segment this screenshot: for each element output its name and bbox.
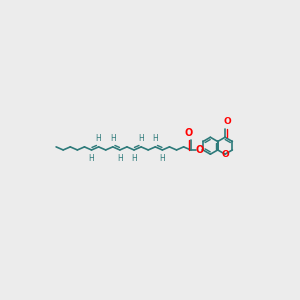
Text: H: H (117, 154, 123, 163)
Text: H: H (89, 154, 94, 163)
Text: H: H (152, 134, 158, 142)
Text: H: H (96, 134, 101, 142)
Text: O: O (185, 128, 193, 138)
Text: H: H (160, 154, 165, 163)
Text: O: O (221, 150, 229, 159)
Text: O: O (195, 145, 203, 155)
Text: H: H (131, 154, 137, 163)
Text: H: H (138, 134, 144, 142)
Text: O: O (223, 118, 231, 127)
Text: H: H (110, 134, 116, 142)
